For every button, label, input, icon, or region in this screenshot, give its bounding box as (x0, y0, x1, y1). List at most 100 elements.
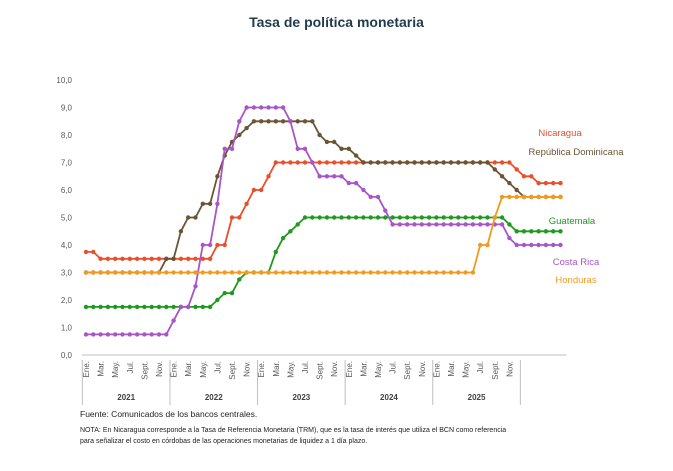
x-tick-label: Nov. (155, 361, 164, 377)
data-point (543, 194, 549, 200)
y-tick-label: 0,0 (61, 351, 73, 360)
data-point (149, 256, 154, 261)
data-point (127, 332, 132, 337)
x-tick-label: Jul. (213, 361, 222, 373)
data-point (324, 174, 330, 179)
data-point (543, 180, 549, 186)
data-point (302, 119, 308, 124)
data-point (200, 242, 205, 248)
series-costa-rica (83, 105, 563, 337)
data-point (499, 194, 505, 200)
data-point (492, 160, 497, 165)
data-point (288, 229, 293, 234)
data-point (156, 332, 162, 337)
data-point (134, 332, 140, 337)
data-point (164, 304, 169, 310)
data-point (200, 201, 205, 206)
data-point (273, 160, 278, 165)
data-point (156, 304, 162, 310)
data-point (507, 194, 512, 200)
data-point (441, 215, 446, 220)
data-point (200, 304, 205, 310)
y-tick-label: 1,0 (61, 324, 73, 333)
data-point (237, 132, 242, 138)
x-tick-label: Sept. (140, 361, 149, 380)
data-point (514, 242, 519, 248)
data-point (426, 215, 432, 220)
x-tick-label: Nov. (330, 361, 339, 377)
data-point (551, 242, 556, 248)
data-point (105, 304, 111, 310)
data-point (310, 160, 315, 165)
data-point (405, 222, 410, 227)
data-point (426, 222, 432, 227)
data-point (164, 256, 169, 261)
data-point (280, 119, 286, 124)
data-point (397, 222, 403, 227)
data-point (463, 215, 468, 220)
series-label: Costa Rica (553, 257, 600, 268)
data-point (383, 160, 388, 165)
data-point (324, 215, 330, 220)
data-point (186, 215, 191, 220)
data-point (441, 222, 446, 227)
data-point (215, 297, 220, 303)
data-point (478, 242, 483, 248)
data-point (91, 304, 96, 310)
data-point (215, 174, 220, 179)
data-point (383, 208, 388, 213)
x-tick-label: Nov. (418, 361, 427, 377)
data-point (222, 270, 227, 275)
series-label: Guatemala (549, 216, 596, 227)
data-point (353, 180, 359, 186)
data-point (448, 160, 454, 165)
data-point (499, 174, 505, 179)
data-point (463, 270, 468, 275)
x-tick-label: Ene. (82, 361, 91, 377)
data-point (295, 222, 300, 227)
data-point (514, 229, 519, 234)
data-point (288, 270, 293, 275)
x-tick-label: May. (286, 361, 295, 378)
data-point (412, 270, 417, 275)
data-point (514, 167, 519, 172)
data-point (529, 194, 534, 200)
data-point (339, 146, 344, 151)
data-point (339, 160, 344, 165)
data-point (324, 139, 330, 145)
data-point (361, 187, 366, 193)
data-point (207, 270, 213, 275)
data-point (324, 270, 330, 275)
data-point (193, 284, 198, 289)
data-point (273, 270, 278, 275)
data-point (383, 270, 388, 275)
data-point (317, 270, 322, 275)
data-point (134, 270, 140, 275)
data-point (434, 160, 439, 165)
series-label: República Dominicana (528, 147, 624, 158)
data-point (368, 215, 373, 220)
data-point (346, 270, 351, 275)
data-point (295, 119, 300, 124)
y-tick-label: 4,0 (61, 241, 73, 250)
data-point (332, 174, 337, 179)
data-point (171, 256, 176, 261)
data-point (215, 201, 220, 206)
data-point (551, 229, 556, 234)
data-point (207, 201, 213, 206)
data-point (346, 146, 351, 151)
data-point (536, 242, 541, 248)
data-point (310, 119, 315, 124)
data-point (171, 304, 176, 310)
data-point (390, 215, 395, 220)
data-point (521, 174, 527, 179)
data-point (419, 160, 424, 165)
data-point (551, 180, 556, 186)
x-tick-label: Mar. (97, 361, 106, 377)
data-point (507, 235, 512, 241)
data-point (434, 222, 439, 227)
data-point (186, 256, 191, 261)
data-point (156, 270, 162, 275)
data-point (237, 119, 242, 124)
series-label: Nicaragua (538, 128, 582, 139)
